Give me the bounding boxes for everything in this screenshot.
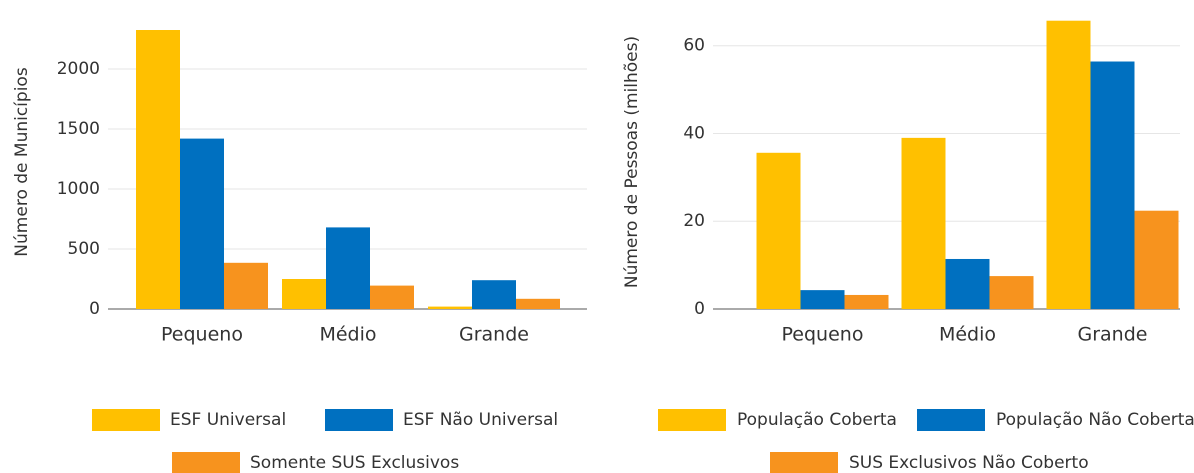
bar — [756, 152, 801, 309]
x-tick-label: Grande — [1078, 324, 1148, 346]
bar — [844, 294, 889, 309]
legend-swatch — [325, 409, 393, 431]
legend-swatch — [658, 409, 726, 431]
bar — [516, 298, 560, 309]
bar — [224, 262, 268, 309]
bar — [1046, 20, 1091, 310]
legend-label: ESF Não Universal — [403, 410, 558, 430]
x-tick-label: Grande — [459, 324, 529, 346]
y-tick-label: 0 — [89, 299, 100, 319]
bar — [136, 30, 180, 309]
bar — [989, 276, 1034, 309]
legend-swatch — [92, 409, 160, 431]
legend-label: Somente SUS Exclusivos — [250, 453, 459, 473]
legend-label: SUS Exclusivos Não Coberto — [849, 453, 1089, 473]
y-tick-label: 500 — [68, 239, 100, 259]
y-tick-label: 1500 — [57, 119, 100, 139]
y-axis-label: Número de Municípios — [12, 67, 32, 257]
bar — [370, 285, 414, 309]
bar — [1134, 210, 1179, 309]
y-tick-label: 20 — [683, 211, 705, 231]
bar — [472, 280, 516, 309]
bar — [428, 306, 472, 309]
bar — [180, 138, 224, 309]
y-tick-label: 2000 — [57, 59, 100, 79]
bar — [945, 258, 990, 309]
legend-label: População Coberta — [737, 410, 897, 430]
bar — [800, 290, 845, 309]
x-tick-label: Pequeno — [782, 324, 864, 346]
y-tick-label: 1000 — [57, 179, 100, 199]
legend-label: ESF Universal — [170, 410, 286, 430]
legend-label: População Não Coberta — [996, 410, 1194, 430]
y-tick-label: 40 — [683, 123, 705, 143]
y-tick-label: 60 — [683, 36, 705, 56]
bar — [901, 137, 946, 309]
x-tick-label: Pequeno — [161, 324, 243, 346]
bar — [1090, 61, 1135, 310]
y-tick-label: 0 — [694, 299, 705, 319]
legend-swatch — [172, 452, 240, 473]
x-tick-label: Médio — [319, 324, 376, 346]
legend-swatch — [770, 452, 838, 473]
x-tick-label: Médio — [939, 324, 996, 346]
bar — [282, 279, 326, 309]
bar — [326, 227, 370, 309]
legend-swatch — [917, 409, 985, 431]
y-axis-label: Número de Pessoas (milhões) — [622, 36, 642, 288]
